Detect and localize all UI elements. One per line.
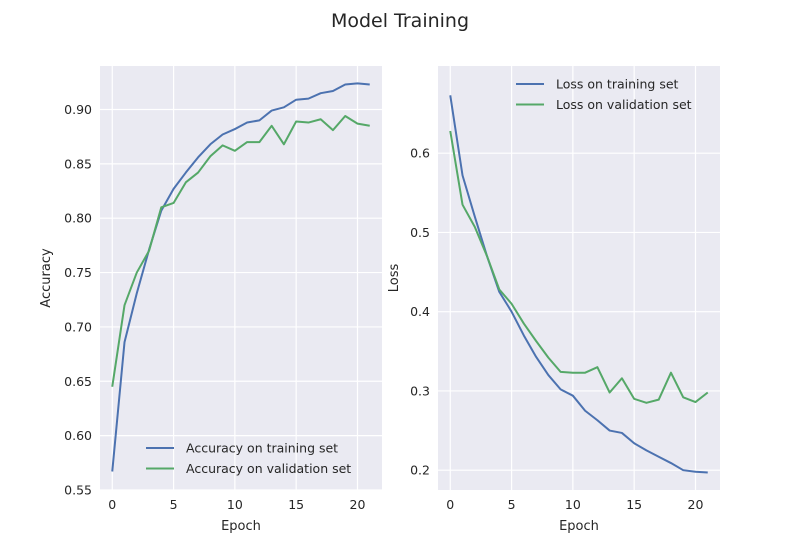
- legend-label: Accuracy on validation set: [186, 461, 351, 476]
- y-tick-label: 0.75: [64, 265, 92, 280]
- y-tick-label: 0.60: [64, 428, 92, 443]
- y-tick-label: 0.55: [64, 483, 92, 498]
- y-tick-label: 0.3: [410, 383, 430, 398]
- legend-label: Accuracy on training set: [186, 441, 338, 456]
- chart-panel-2: 0 5 10 15 20 0.2 0.3 0.4 0.5 0.6 Epoch Loss Loss on …: [387, 66, 720, 534]
- x-tick-label: 10: [227, 497, 243, 512]
- legend-label: Loss on training set: [556, 77, 679, 92]
- series-line-validation: [111, 115, 370, 387]
- y-tick-label: 0.5: [410, 225, 430, 240]
- x-tick-label: 0: [446, 497, 454, 512]
- x-tick-label: 5: [508, 497, 516, 512]
- y-tick-label: 0.4: [410, 304, 430, 319]
- x-tick-label: 20: [350, 497, 366, 512]
- y-axis-label: Accuracy: [39, 248, 54, 308]
- x-tick-label: 15: [288, 497, 304, 512]
- y-tick-label: 0.80: [64, 211, 92, 226]
- legend: Accuracy on training set Accuracy on vali…: [146, 441, 351, 476]
- y-axis-label: Loss: [387, 264, 402, 293]
- series-line-validation: [449, 130, 709, 404]
- x-tick-label: 5: [170, 497, 178, 512]
- chart-panel-1: 0 5 10 15 20 0.55 0.60 0.65 0.70 0.75 0.80 0.85 0.90…: [39, 66, 382, 534]
- plot-background: [100, 66, 382, 490]
- x-tick-label: 15: [626, 497, 642, 512]
- y-tick-label: 0.2: [410, 463, 430, 478]
- x-tick-label: 0: [108, 497, 116, 512]
- legend: Loss on training set Loss on validation s…: [516, 77, 692, 112]
- y-tick-label: 0.90: [64, 102, 92, 117]
- legend-label: Loss on validation set: [556, 97, 692, 112]
- x-axis-label: Epoch: [559, 519, 599, 534]
- plot-background: [438, 66, 720, 490]
- x-tick-label: 10: [565, 497, 581, 512]
- y-tick-label: 0.70: [64, 319, 92, 334]
- x-axis-label: Epoch: [221, 519, 261, 534]
- figure-title: Model Training: [331, 10, 469, 32]
- x-tick-label: 20: [688, 497, 704, 512]
- y-tick-label: 0.65: [64, 374, 92, 389]
- y-tick-label: 0.6: [410, 146, 430, 161]
- y-tick-label: 0.85: [64, 156, 92, 171]
